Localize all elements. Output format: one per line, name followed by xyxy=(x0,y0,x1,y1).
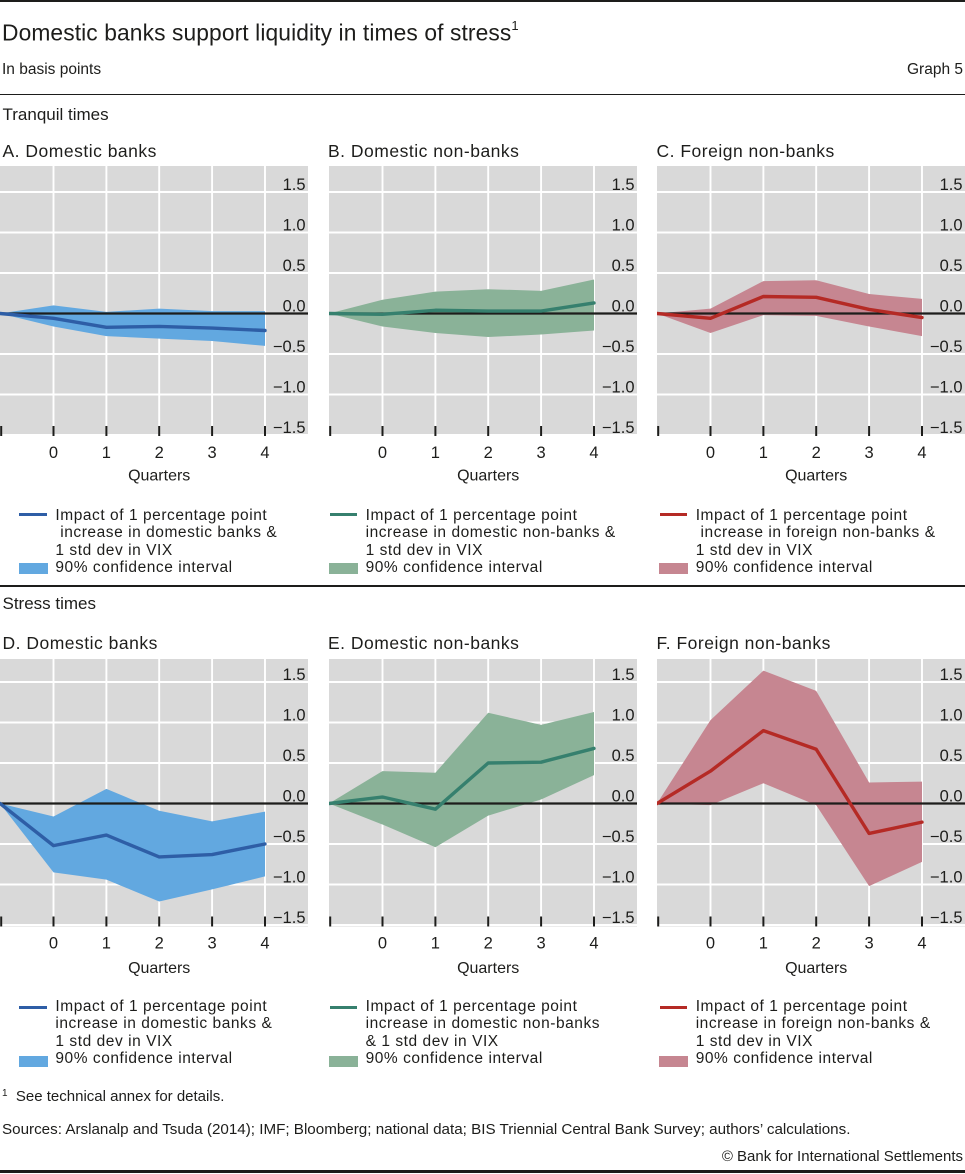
svg-text:−0.5: −0.5 xyxy=(930,337,963,355)
svg-text:0.0: 0.0 xyxy=(611,787,634,805)
svg-text:0.0: 0.0 xyxy=(940,297,963,315)
svg-text:2: 2 xyxy=(155,444,164,462)
svg-text:0.5: 0.5 xyxy=(283,747,306,765)
svg-text:−1.5: −1.5 xyxy=(273,418,306,436)
svg-text:1.5: 1.5 xyxy=(283,666,306,684)
svg-text:−0.5: −0.5 xyxy=(273,828,306,846)
svg-text:−1.5: −1.5 xyxy=(273,909,306,927)
svg-text:−1.0: −1.0 xyxy=(273,868,306,886)
svg-text:3: 3 xyxy=(865,444,874,462)
svg-text:4: 4 xyxy=(589,444,598,462)
svg-text:−1.0: −1.0 xyxy=(273,378,306,396)
svg-text:1: 1 xyxy=(759,444,768,462)
svg-text:Quarters: Quarters xyxy=(128,467,190,484)
svg-text:1.0: 1.0 xyxy=(283,216,306,234)
svg-text:1: 1 xyxy=(102,444,111,462)
svg-text:0.0: 0.0 xyxy=(283,787,306,805)
svg-text:4: 4 xyxy=(917,935,926,953)
svg-text:−0.5: −0.5 xyxy=(601,337,634,355)
svg-text:0: 0 xyxy=(706,935,715,953)
svg-text:1: 1 xyxy=(759,935,768,953)
svg-text:0.5: 0.5 xyxy=(940,256,963,274)
svg-text:−0.5: −0.5 xyxy=(930,828,963,846)
svg-text:1.0: 1.0 xyxy=(283,706,306,724)
svg-text:1.5: 1.5 xyxy=(611,666,634,684)
svg-text:2: 2 xyxy=(155,935,164,953)
svg-text:4: 4 xyxy=(260,444,269,462)
svg-text:−0.5: −0.5 xyxy=(273,337,306,355)
svg-text:3: 3 xyxy=(865,935,874,953)
svg-text:1: 1 xyxy=(430,935,439,953)
svg-text:−1.5: −1.5 xyxy=(930,909,963,927)
svg-text:0.5: 0.5 xyxy=(611,747,634,765)
svg-text:1.0: 1.0 xyxy=(611,216,634,234)
svg-text:−1.0: −1.0 xyxy=(930,868,963,886)
svg-text:2: 2 xyxy=(483,935,492,953)
svg-text:0: 0 xyxy=(377,935,386,953)
svg-text:4: 4 xyxy=(917,444,926,462)
svg-text:0.0: 0.0 xyxy=(611,297,634,315)
svg-text:2: 2 xyxy=(812,444,821,462)
svg-text:−1.5: −1.5 xyxy=(601,418,634,436)
svg-text:−0.5: −0.5 xyxy=(601,828,634,846)
svg-text:1.5: 1.5 xyxy=(611,175,634,193)
svg-text:2: 2 xyxy=(483,444,492,462)
svg-text:1.0: 1.0 xyxy=(611,706,634,724)
svg-text:1.5: 1.5 xyxy=(940,175,963,193)
svg-text:4: 4 xyxy=(589,935,598,953)
svg-text:4: 4 xyxy=(260,935,269,953)
svg-text:−1.0: −1.0 xyxy=(930,378,963,396)
svg-text:Quarters: Quarters xyxy=(785,467,847,484)
svg-text:0.5: 0.5 xyxy=(283,256,306,274)
svg-text:0.5: 0.5 xyxy=(940,747,963,765)
svg-text:1.5: 1.5 xyxy=(940,666,963,684)
svg-text:0: 0 xyxy=(377,444,386,462)
svg-text:1.5: 1.5 xyxy=(283,175,306,193)
svg-text:1: 1 xyxy=(102,935,111,953)
svg-text:−1.0: −1.0 xyxy=(601,868,634,886)
svg-text:0: 0 xyxy=(49,444,58,462)
svg-text:0: 0 xyxy=(49,935,58,953)
svg-text:Quarters: Quarters xyxy=(128,960,190,977)
svg-text:0.0: 0.0 xyxy=(940,787,963,805)
svg-text:0.5: 0.5 xyxy=(611,256,634,274)
svg-text:0.0: 0.0 xyxy=(283,297,306,315)
svg-text:3: 3 xyxy=(208,444,217,462)
svg-text:0: 0 xyxy=(706,444,715,462)
svg-text:3: 3 xyxy=(536,935,545,953)
svg-text:Quarters: Quarters xyxy=(457,960,519,977)
svg-text:−1.5: −1.5 xyxy=(601,909,634,927)
svg-text:1: 1 xyxy=(430,444,439,462)
svg-text:1.0: 1.0 xyxy=(940,216,963,234)
svg-text:Quarters: Quarters xyxy=(785,960,847,977)
svg-text:Quarters: Quarters xyxy=(457,467,519,484)
svg-text:3: 3 xyxy=(536,444,545,462)
svg-text:2: 2 xyxy=(812,935,821,953)
svg-text:−1.0: −1.0 xyxy=(601,378,634,396)
svg-text:1.0: 1.0 xyxy=(940,706,963,724)
svg-text:−1.5: −1.5 xyxy=(930,418,963,436)
svg-text:3: 3 xyxy=(208,935,217,953)
